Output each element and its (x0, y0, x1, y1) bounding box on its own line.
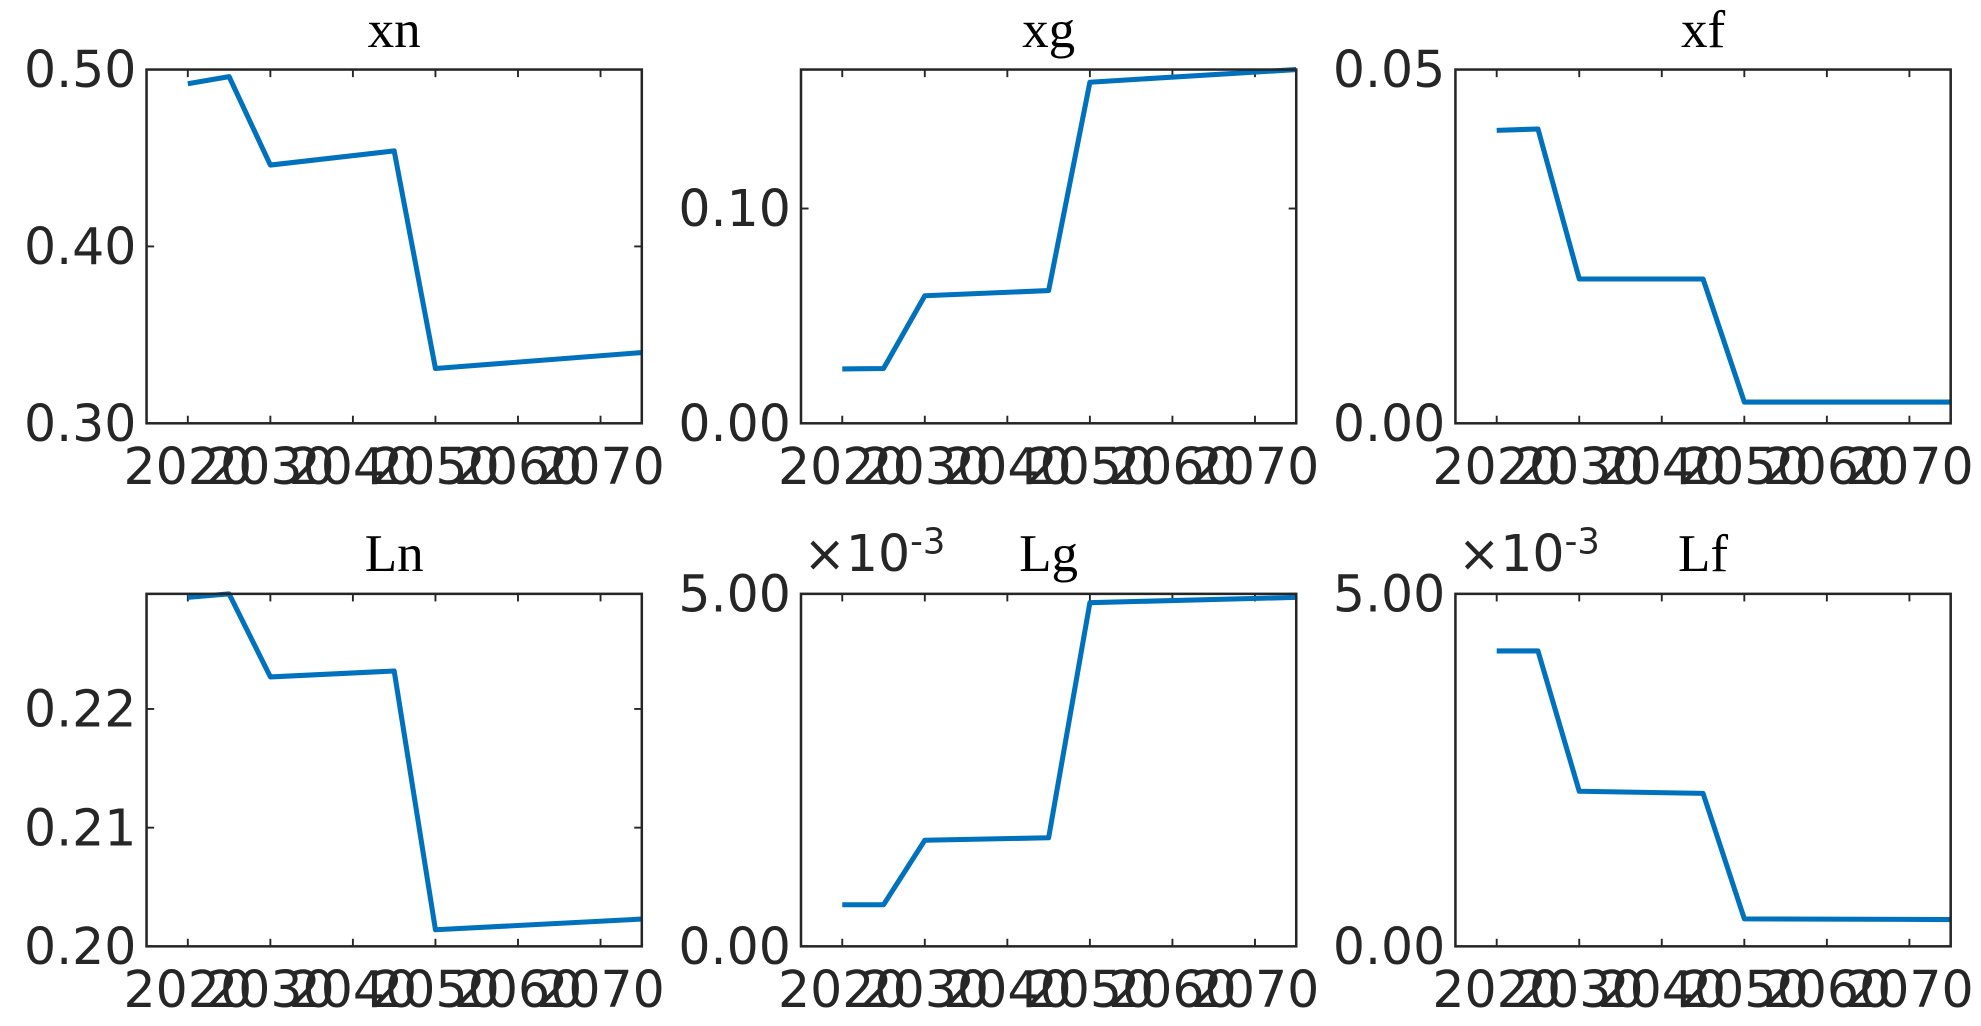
x-tick-label: 2070 (536, 960, 665, 1019)
x-tick-label: 2040 (289, 960, 418, 1019)
x-tick-label: 2020 (124, 960, 253, 1019)
x-tick-label: 2030 (1515, 960, 1644, 1019)
exponent-power: -3 (1565, 521, 1600, 562)
data-line (842, 594, 1297, 908)
y-tick-label: 0.40 (24, 217, 136, 276)
axes-frame (1454, 68, 1952, 425)
y-tick-label: 5.00 (1333, 565, 1445, 624)
x-tick-label: 2070 (1845, 437, 1974, 496)
y-tick-label: 0.00 (678, 917, 790, 976)
x-tick-label: 2060 (1763, 960, 1892, 1019)
exponent-base: ×10 (1458, 524, 1565, 583)
x-tick-label: 2040 (289, 437, 418, 496)
axes-background (800, 593, 1297, 947)
x-tick-label: 2020 (1432, 960, 1561, 1019)
x-tick-label: 2040 (1598, 437, 1727, 496)
x-tick-label: 2030 (206, 437, 335, 496)
y-tick-label: 0.50 (24, 40, 136, 99)
y-tick-label: 0.00 (678, 394, 790, 453)
data-line (1496, 648, 1951, 923)
x-tick-label: 2060 (1108, 960, 1237, 1019)
x-tick-label: 2020 (778, 960, 907, 1019)
x-tick-label: 2050 (1026, 437, 1155, 496)
data-line (842, 67, 1297, 372)
axes-background (146, 593, 642, 947)
subplot-title: Ln (365, 525, 424, 583)
axes-frame (145, 68, 644, 425)
x-tick-label: 2020 (124, 437, 253, 496)
exponent-base: ×10 (804, 524, 911, 583)
y-tick-label: 0.20 (24, 917, 136, 976)
x-tick-label: 2070 (1845, 960, 1974, 1019)
axes-frame (1454, 592, 1952, 948)
x-tick-label: 2040 (943, 437, 1072, 496)
x-tick-label: 2020 (1432, 437, 1561, 496)
y-exponent-label: ×10-3 (1458, 521, 1600, 583)
y-tick-label: 0.10 (678, 179, 790, 238)
axes-frame (799, 592, 1298, 948)
x-tick-label: 2050 (371, 960, 500, 1019)
axes-background (1455, 69, 1951, 424)
subplot-title: Lg (1019, 525, 1078, 583)
y-tick-label: 0.21 (24, 798, 136, 857)
y-tick-label: 0.00 (1333, 394, 1445, 453)
axes-background (1455, 593, 1951, 947)
x-tick-label: 2060 (454, 960, 583, 1019)
x-tick-label: 2030 (861, 437, 990, 496)
subplot-title: xg (1022, 1, 1075, 59)
subplot-title: xf (1681, 1, 1726, 59)
y-tick-label: 0.30 (24, 394, 136, 453)
x-tick-label: 2030 (206, 960, 335, 1019)
x-tick-label: 2050 (1026, 960, 1155, 1019)
x-tick-label: 2040 (1598, 960, 1727, 1019)
x-tick-label: 2060 (454, 437, 583, 496)
x-tick-label: 2070 (1191, 437, 1320, 496)
data-line (187, 74, 642, 371)
y-tick-label: 5.00 (678, 565, 790, 624)
subplot-title: Lf (1678, 525, 1728, 583)
y-tick-label: 0.05 (1333, 40, 1445, 99)
axes-background (146, 69, 642, 424)
x-tick-label: 2050 (1680, 437, 1809, 496)
x-tick-label: 2060 (1108, 437, 1237, 496)
x-tick-label: 2040 (943, 960, 1072, 1019)
x-tick-label: 2020 (778, 437, 907, 496)
y-exponent-label: ×10-3 (804, 521, 946, 583)
axes-frame (799, 68, 1298, 425)
x-tick-label: 2060 (1763, 437, 1892, 496)
axes-frame (145, 592, 644, 948)
data-line (1496, 126, 1951, 405)
y-tick-label: 0.00 (1333, 917, 1445, 976)
x-tick-label: 2030 (1515, 437, 1644, 496)
subplot-title: xn (368, 1, 421, 59)
x-tick-label: 2050 (1680, 960, 1809, 1019)
x-tick-label: 2030 (861, 960, 990, 1019)
y-tick-label: 0.22 (24, 680, 136, 739)
exponent-power: -3 (910, 521, 945, 562)
x-tick-label: 2070 (536, 437, 665, 496)
x-tick-label: 2050 (371, 437, 500, 496)
x-tick-label: 2070 (1191, 960, 1320, 1019)
